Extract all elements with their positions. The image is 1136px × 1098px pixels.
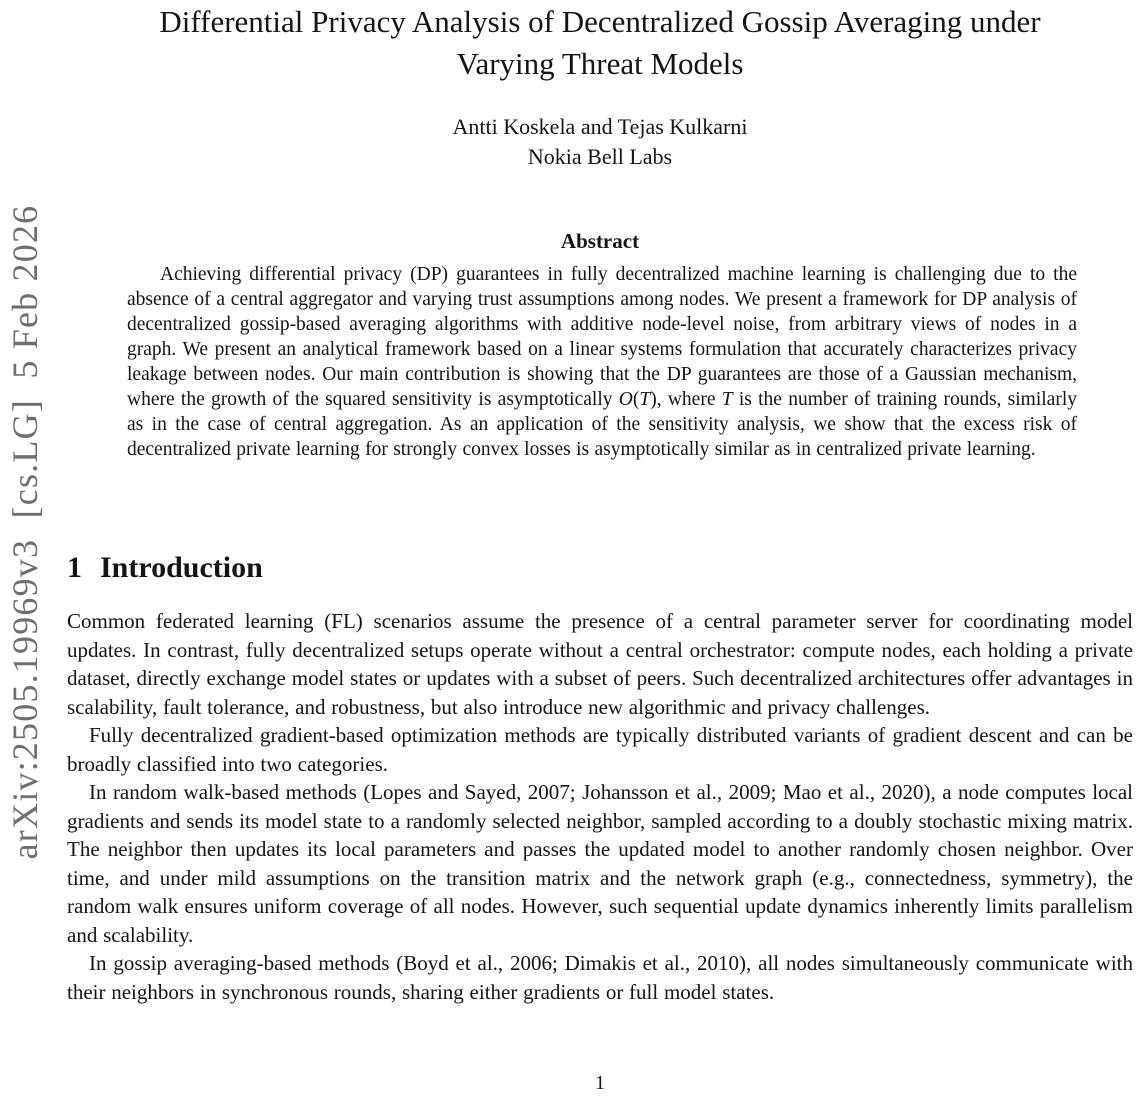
text-column: Differential Privacy Analysis of Decentr… bbox=[67, 0, 1133, 1098]
paper-title: Differential Privacy Analysis of Decentr… bbox=[67, 1, 1133, 85]
intro-paragraph-2: Fully decentralized gradient-based optim… bbox=[67, 723, 1133, 776]
author-names: Antti Koskela and Tejas Kulkarni bbox=[452, 114, 748, 139]
arxiv-watermark: arXiv:2505.19969v3 [cs.LG] 5 Feb 2026 bbox=[5, 204, 45, 860]
paper-title-line-1: Differential Privacy Analysis of Decentr… bbox=[159, 4, 1041, 39]
abstract-text-segment: is the number of training rounds, simila… bbox=[127, 389, 1077, 460]
author-block: Antti Koskela and Tejas Kulkarni Nokia B… bbox=[67, 112, 1133, 172]
abstract-math-symbol: T bbox=[639, 389, 651, 410]
abstract-math-symbol: T bbox=[721, 389, 733, 410]
abstract-text-segment: ), where bbox=[650, 389, 722, 410]
intro-paragraph-3: In random walk-based methods (Lopes and … bbox=[67, 780, 1133, 947]
author-affiliation: Nokia Bell Labs bbox=[527, 144, 673, 169]
section-number: 1 bbox=[67, 551, 82, 584]
intro-paragraph-1: Common federated learning (FL) scenarios… bbox=[67, 609, 1133, 719]
section-title: Introduction bbox=[100, 551, 263, 584]
abstract-body: Achieving differential privacy (DP) guar… bbox=[127, 262, 1077, 462]
introduction-body: Common federated learning (FL) scenarios… bbox=[67, 607, 1133, 1006]
section-heading-introduction: 1 Introduction bbox=[67, 549, 1133, 587]
page-number: 1 bbox=[595, 1072, 605, 1094]
abstract-text-segment: ( bbox=[632, 389, 640, 410]
abstract-math-symbol: O bbox=[618, 389, 633, 410]
paper-title-line-2: Varying Threat Models bbox=[456, 46, 744, 81]
abstract-heading: Abstract bbox=[560, 229, 640, 253]
abstract-paragraph: Achieving differential privacy (DP) guar… bbox=[127, 262, 1077, 462]
intro-paragraph-4: In gossip averaging-based methods (Boyd … bbox=[67, 951, 1133, 1004]
abstract-text-segment: Achieving differential privacy (DP) guar… bbox=[127, 264, 1077, 410]
